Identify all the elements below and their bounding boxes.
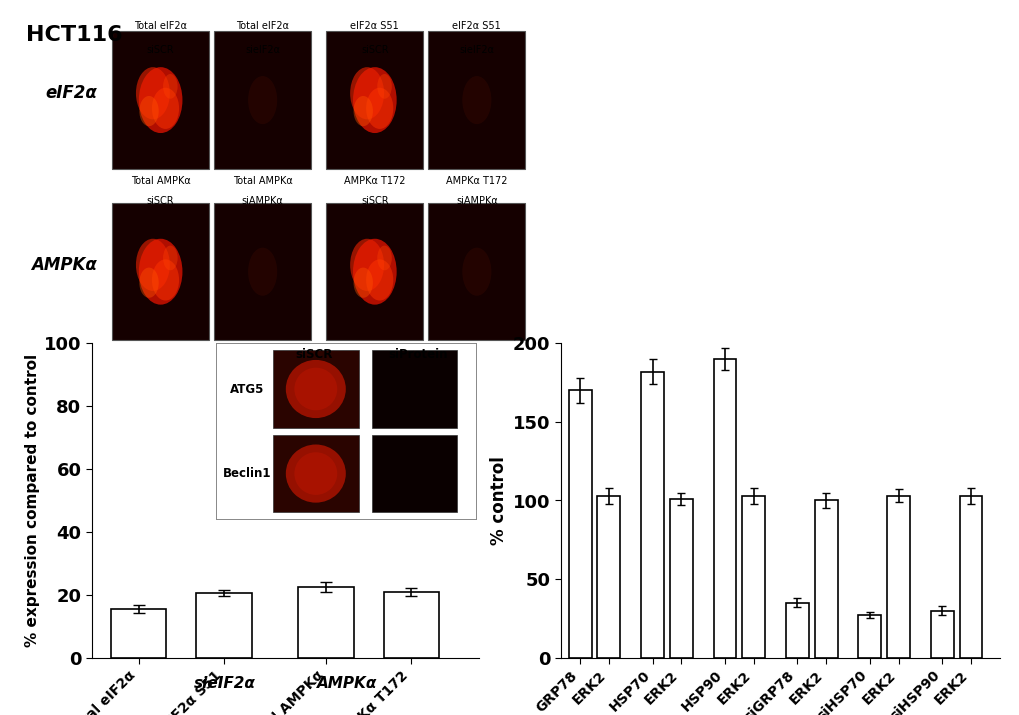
Ellipse shape — [248, 247, 277, 296]
Bar — [887, 495, 909, 658]
Ellipse shape — [139, 67, 182, 133]
Text: Total AMPKα: Total AMPKα — [232, 176, 292, 186]
Bar — [713, 359, 736, 658]
FancyBboxPatch shape — [428, 203, 525, 340]
FancyBboxPatch shape — [326, 203, 423, 340]
Ellipse shape — [350, 67, 384, 119]
FancyBboxPatch shape — [326, 31, 423, 169]
Text: siSCR: siSCR — [147, 45, 174, 55]
FancyBboxPatch shape — [112, 203, 209, 340]
Ellipse shape — [248, 76, 277, 124]
Ellipse shape — [140, 96, 159, 126]
Text: AMPKα T172: AMPKα T172 — [343, 176, 406, 186]
Text: Total AMPKα: Total AMPKα — [130, 176, 191, 186]
Ellipse shape — [152, 88, 179, 129]
FancyBboxPatch shape — [112, 31, 209, 169]
Text: siSCR: siSCR — [147, 196, 174, 206]
Text: siSCR: siSCR — [361, 196, 388, 206]
Bar — [299, 587, 354, 658]
Ellipse shape — [366, 88, 393, 129]
Ellipse shape — [152, 260, 179, 300]
Text: siSCR: siSCR — [361, 45, 388, 55]
Ellipse shape — [163, 246, 177, 270]
Text: sieIF2α: sieIF2α — [459, 45, 494, 55]
Y-axis label: % expression compared to control: % expression compared to control — [24, 354, 40, 647]
FancyBboxPatch shape — [428, 31, 525, 169]
Bar — [786, 603, 808, 658]
Bar — [858, 616, 880, 658]
Ellipse shape — [163, 74, 177, 99]
FancyBboxPatch shape — [214, 203, 311, 340]
Ellipse shape — [136, 67, 170, 119]
Bar — [597, 495, 620, 658]
Ellipse shape — [139, 239, 182, 305]
Text: eIF2α S51: eIF2α S51 — [351, 21, 398, 31]
Text: siAMPKα: siAMPKα — [455, 196, 497, 206]
Ellipse shape — [353, 67, 396, 133]
Bar — [568, 390, 591, 658]
Text: Total eIF2α: Total eIF2α — [135, 21, 186, 31]
Bar — [742, 495, 764, 658]
Text: HCT116: HCT116 — [25, 24, 122, 44]
Bar — [814, 500, 837, 658]
Text: AMPKα: AMPKα — [316, 676, 377, 691]
Text: sieIF2α: sieIF2α — [194, 676, 255, 691]
Ellipse shape — [462, 76, 491, 124]
Y-axis label: % control: % control — [489, 456, 507, 545]
FancyBboxPatch shape — [214, 31, 311, 169]
Ellipse shape — [354, 267, 373, 297]
Ellipse shape — [366, 260, 393, 300]
Bar — [196, 593, 252, 658]
Text: AMPKα: AMPKα — [32, 256, 97, 274]
Text: eIF2α S51: eIF2α S51 — [452, 21, 500, 31]
Text: siAMPKα: siAMPKα — [242, 196, 283, 206]
Ellipse shape — [136, 239, 170, 291]
Bar — [669, 499, 692, 658]
Bar — [383, 592, 438, 658]
Ellipse shape — [377, 74, 391, 99]
Ellipse shape — [462, 247, 491, 296]
Bar — [930, 611, 953, 658]
Text: AMPKα T172: AMPKα T172 — [445, 176, 507, 186]
Ellipse shape — [377, 246, 391, 270]
Ellipse shape — [354, 96, 373, 126]
Ellipse shape — [350, 239, 384, 291]
Text: eIF2α: eIF2α — [45, 84, 97, 102]
Text: sieIF2α: sieIF2α — [245, 45, 280, 55]
Bar — [641, 372, 663, 658]
Bar — [111, 609, 166, 658]
Ellipse shape — [353, 239, 396, 305]
Text: Total eIF2α: Total eIF2α — [236, 21, 288, 31]
Bar — [959, 495, 981, 658]
Ellipse shape — [140, 267, 159, 297]
